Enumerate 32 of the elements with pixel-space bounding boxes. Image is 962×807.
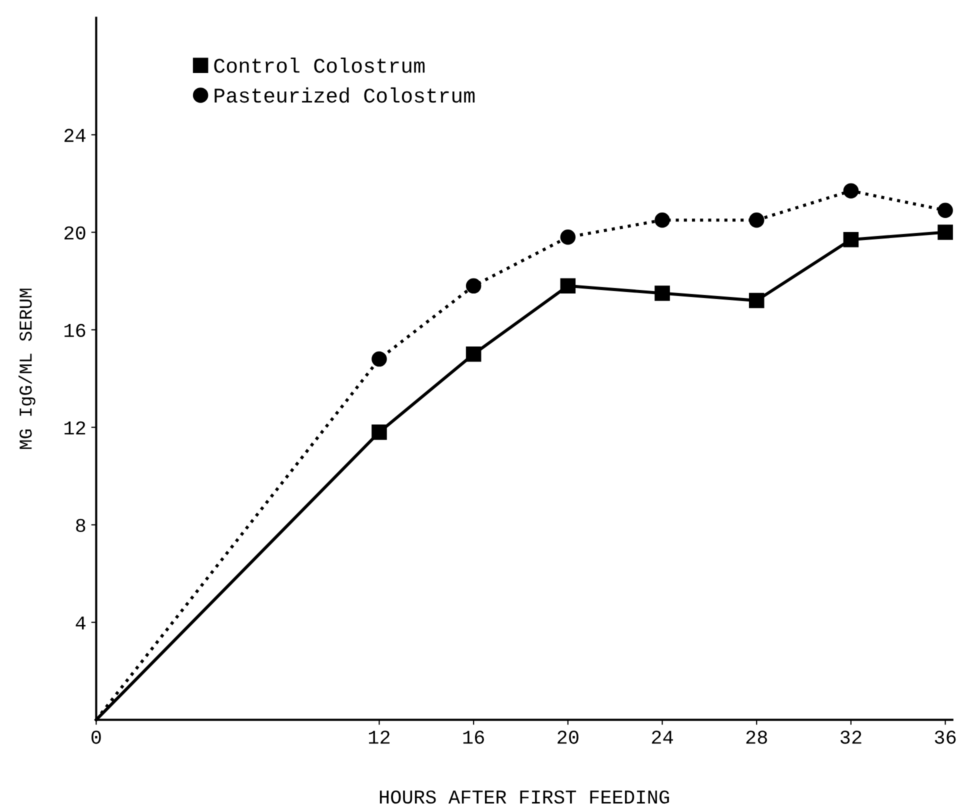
y-tick-label: 12 <box>64 421 86 434</box>
point <box>654 286 670 301</box>
y-tick-label: 20 <box>64 226 86 240</box>
point <box>843 183 859 198</box>
point <box>748 212 764 228</box>
x-tick-label: 24 <box>652 730 673 744</box>
point <box>843 232 859 248</box>
x-tick-label: 12 <box>368 730 390 744</box>
point <box>560 278 576 294</box>
point <box>938 224 953 240</box>
x-axis-title: HOURS AFTER FIRST FEEDING <box>380 790 669 804</box>
x-tick-label: 0 <box>92 730 101 744</box>
x-tick-label: 36 <box>934 730 956 744</box>
y-tick-label: 24 <box>64 128 86 142</box>
point <box>654 212 670 228</box>
y-tick-label: 4 <box>76 616 86 630</box>
y-tick-label: 16 <box>64 324 86 338</box>
y-tick-label: 8 <box>76 518 86 532</box>
x-tick-label: 20 <box>558 730 578 744</box>
point <box>560 230 576 245</box>
x-tick-label: 32 <box>840 730 862 744</box>
point <box>372 424 387 440</box>
legend-label: Pasteurized Colostrum <box>214 87 475 103</box>
point <box>372 351 387 367</box>
point <box>466 346 482 362</box>
x-tick-label: 16 <box>463 730 484 744</box>
y-axis-title: MG IgG/ML SERUM <box>18 288 36 449</box>
x-tick-label: 28 <box>746 730 767 744</box>
legend-label: Control Colostrum <box>214 58 425 73</box>
point <box>466 278 482 294</box>
point <box>748 292 764 308</box>
point <box>938 202 953 218</box>
